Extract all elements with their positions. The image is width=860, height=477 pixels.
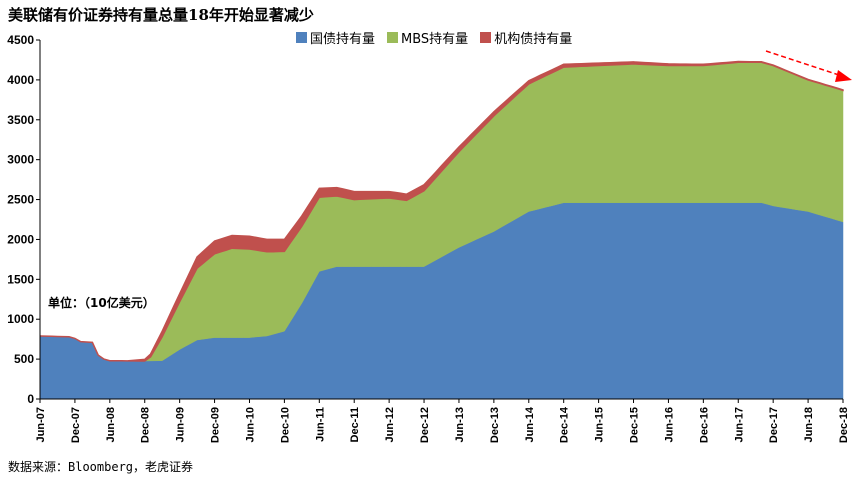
legend-swatch-mbs xyxy=(387,32,399,43)
x-tick-label: Jun-11 xyxy=(314,407,326,442)
chart-axes xyxy=(39,40,843,400)
y-tick-label: 2000 xyxy=(7,232,34,246)
x-tick-label: Dec-18 xyxy=(838,407,850,443)
legend-label-mbs: MBS持有量 xyxy=(401,32,469,47)
unit-label: 单位：（10亿美元） xyxy=(48,296,155,310)
chart-ticks: 0 500 1000 1500 2000 2500 3000 3500 4000 4500 Jun-… xyxy=(7,33,850,443)
x-tick-label: Jun-10 xyxy=(244,407,256,442)
x-tick-label: Dec-13 xyxy=(489,407,501,443)
legend-swatch-agency xyxy=(480,32,492,43)
y-tick-label: 3000 xyxy=(7,153,34,167)
x-tick-label: Dec-16 xyxy=(698,407,710,443)
x-tick-label: Jun-17 xyxy=(733,407,745,442)
x-tick-label: Dec-17 xyxy=(768,407,780,443)
y-tick-label: 0 xyxy=(27,392,34,406)
x-tick-label: Dec-15 xyxy=(629,407,641,443)
trend-arrow xyxy=(765,50,852,82)
x-tick-label: Dec-08 xyxy=(140,407,152,443)
chart-areas xyxy=(39,60,844,400)
trend-arrow-head xyxy=(835,70,852,82)
x-tick-label: Jun-09 xyxy=(175,407,187,442)
x-tick-label: Jun-12 xyxy=(384,407,396,442)
legend-swatch-treasury xyxy=(296,32,307,43)
source-note: 数据来源：Bloomberg，老虎证券 xyxy=(8,460,194,474)
legend-item-agency: 机构债持有量 xyxy=(480,28,572,47)
legend-item-treasury: 国债持有量 xyxy=(296,28,375,47)
trend-arrow-line xyxy=(765,50,843,77)
x-tick-label: Dec-11 xyxy=(349,407,361,442)
legend-item-mbs: MBS持有量 xyxy=(387,28,468,47)
y-tick-label: 1500 xyxy=(7,272,34,286)
x-tick-label: Dec-07 xyxy=(70,407,82,443)
y-tick-label: 1000 xyxy=(7,312,34,326)
x-tick-label: Jun-18 xyxy=(803,407,815,442)
x-tick-label: Jun-08 xyxy=(105,407,117,442)
x-tick-label: Dec-09 xyxy=(210,407,222,443)
x-tick-label: Jun-07 xyxy=(35,407,47,442)
x-tick-label: Jun-15 xyxy=(594,407,606,442)
y-tick-label: 3500 xyxy=(7,113,34,127)
legend-label-agency: 机构债持有量 xyxy=(494,32,573,47)
y-tick-label: 2500 xyxy=(7,193,34,207)
chart-title: 美联储有价证券持有量总量18年开始显著减少 xyxy=(8,6,314,24)
x-tick-label: Jun-16 xyxy=(663,407,675,442)
y-tick-label: 4000 xyxy=(7,73,34,87)
x-tick-label: Jun-13 xyxy=(454,407,466,442)
legend-label-treasury: 国债持有量 xyxy=(310,32,376,47)
x-tick-label: Jun-14 xyxy=(524,406,536,442)
series-area-2 xyxy=(39,60,844,362)
chart-legend: 国债持有量 MBS持有量 机构债持有量 xyxy=(296,28,572,47)
x-tick-label: Dec-10 xyxy=(279,407,291,443)
x-tick-label: Dec-12 xyxy=(419,407,431,443)
y-tick-label: 4500 xyxy=(7,33,34,47)
y-tick-label: 500 xyxy=(14,352,34,366)
x-tick-label: Dec-14 xyxy=(559,406,571,443)
